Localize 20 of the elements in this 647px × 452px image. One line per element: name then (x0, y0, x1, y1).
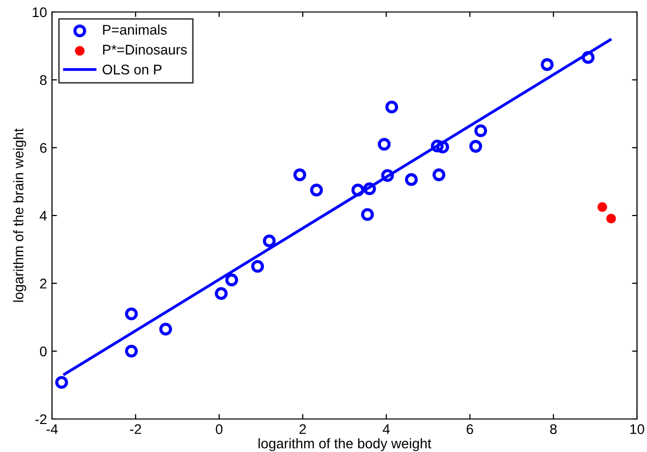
x-axis-title: logarithm of the body weight (258, 438, 432, 452)
y-tick-label: 2 (40, 278, 46, 288)
y-axis-title: logarithm of the brain weight (13, 128, 26, 302)
x-tick-label: -2 (130, 424, 142, 434)
y-tick-label: 4 (40, 210, 47, 221)
legend-label: OLS on P (102, 64, 162, 74)
x-tick-label: 0 (216, 424, 222, 434)
x-tick-label: 10 (630, 424, 644, 434)
x-tick-label: 2 (300, 424, 306, 434)
y-tick-label: 8 (40, 75, 47, 86)
legend-label: P=animals (103, 24, 167, 35)
x-tick-label: 6 (466, 424, 474, 434)
y-tick-label: 0 (40, 346, 47, 356)
x-tick-label: 4 (382, 424, 390, 434)
y-tick-label: 10 (32, 7, 47, 18)
x-tick-label: 8 (550, 424, 557, 434)
y-tick-label: 6 (40, 143, 47, 153)
x-tick-label: -4 (46, 424, 58, 434)
legend-label: P*=Dinosaurs (103, 44, 187, 55)
y-tick-label: -2 (35, 414, 46, 424)
